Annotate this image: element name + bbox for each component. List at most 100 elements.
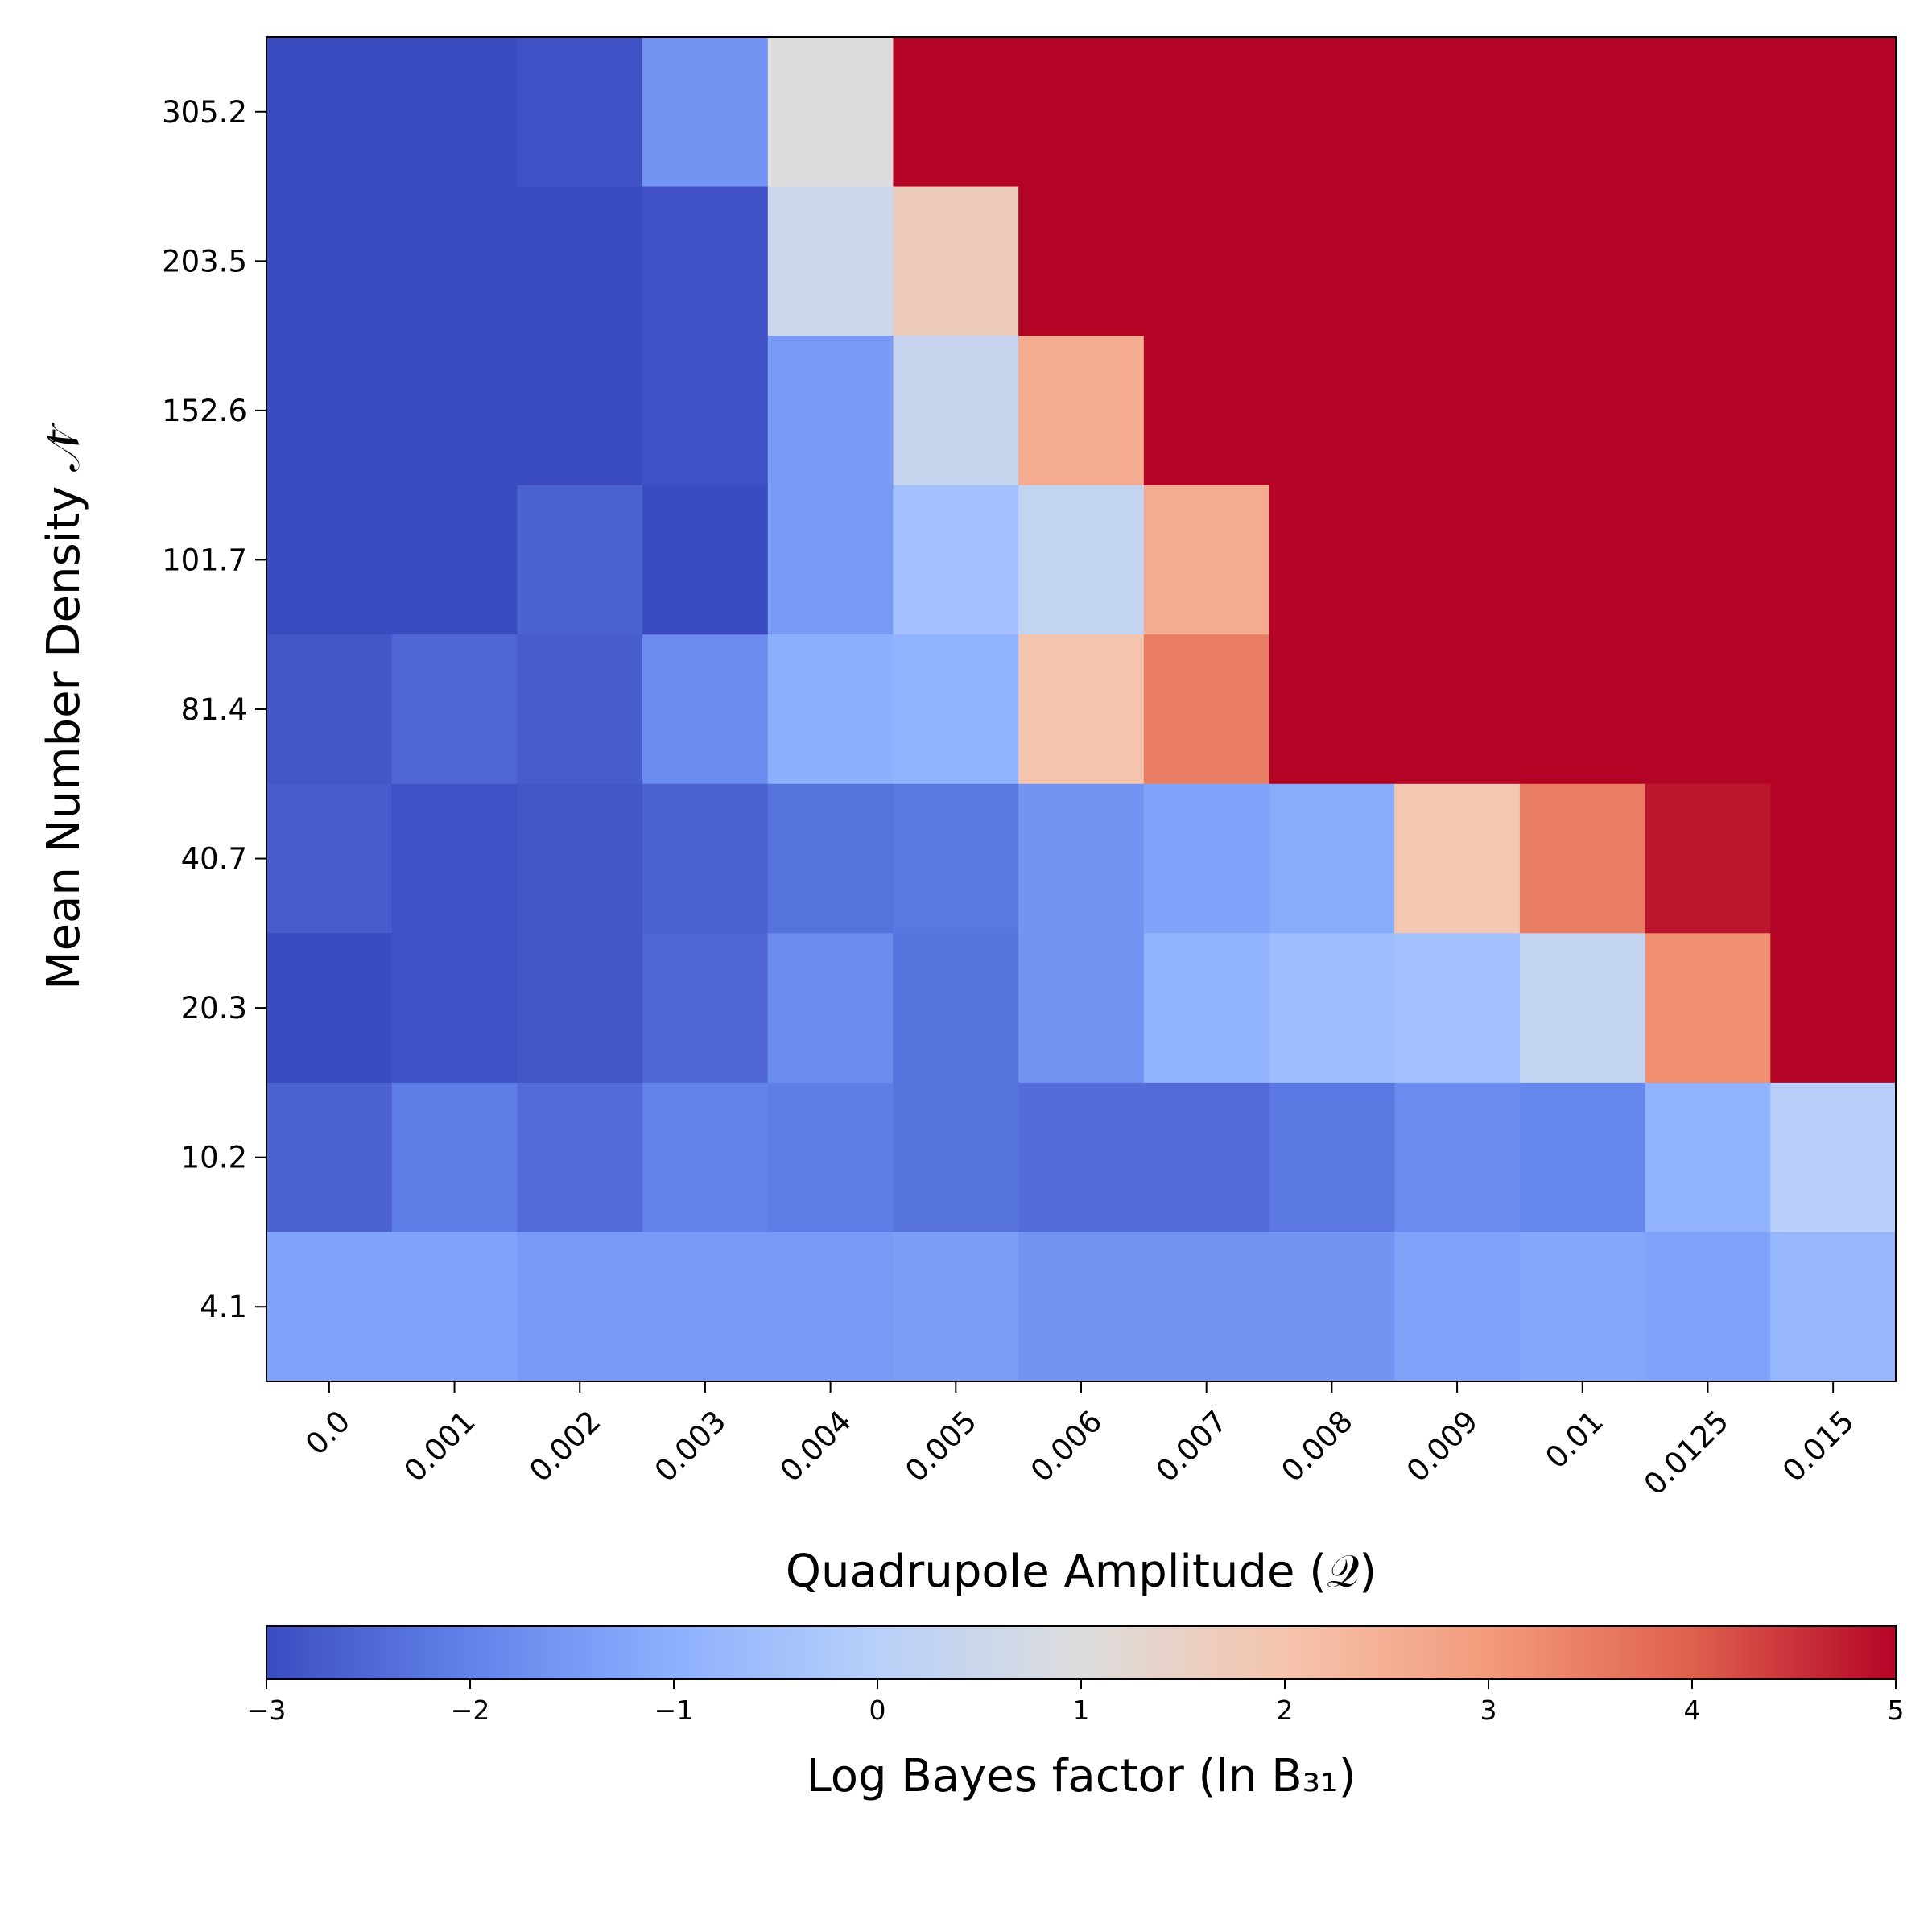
heatmap-cell — [893, 1232, 1019, 1382]
heatmap-cell — [266, 1232, 393, 1382]
heatmap-cell — [1018, 186, 1145, 336]
heatmap-cell — [1394, 783, 1521, 934]
x-tick-label: 0.0 — [299, 1404, 357, 1462]
heatmap-cell — [266, 186, 393, 336]
heatmap-cell — [893, 634, 1019, 785]
heatmap-cell — [642, 783, 769, 934]
heatmap-cell — [1269, 485, 1395, 635]
heatmap-cell — [1645, 1232, 1771, 1382]
heatmap-cell — [517, 336, 643, 486]
heatmap-cell — [1018, 485, 1145, 635]
heatmap-cell — [1394, 634, 1521, 785]
heatmap-cell — [391, 634, 518, 785]
heatmap-cell — [391, 485, 518, 635]
colorbar-tick-label: −3 — [247, 1695, 287, 1726]
heatmap-cell — [893, 933, 1019, 1084]
heatmap-cell — [1018, 336, 1145, 486]
colorbar-ticks: −3 −2 −1 0 1 2 3 4 5 — [247, 1679, 1905, 1726]
heatmap-cell — [391, 336, 518, 486]
x-tick-label: 0.002 — [522, 1404, 607, 1488]
heatmap-cell — [1394, 186, 1521, 336]
x-tick-label: 0.007 — [1150, 1404, 1234, 1488]
heatmap-cell — [1018, 933, 1145, 1084]
heatmap-cell — [1018, 783, 1145, 934]
heatmap-cell — [1645, 336, 1771, 486]
heatmap-cell — [1143, 783, 1270, 934]
x-tick-label: 0.009 — [1400, 1404, 1484, 1488]
heatmap-cell — [266, 783, 393, 934]
x-tick-label: 0.004 — [774, 1404, 858, 1488]
heatmap-cell — [1394, 1232, 1521, 1382]
y-axis-label: Mean Number Density 𝒩̄ — [38, 423, 90, 990]
heatmap-cell — [1269, 783, 1395, 934]
x-axis-label: Quadrupole Amplitude (𝒬) — [786, 1546, 1377, 1598]
heatmap-cell — [266, 485, 393, 635]
heatmap-cell — [642, 933, 769, 1084]
heatmap-cell — [1519, 186, 1646, 336]
heatmap-cell — [391, 933, 518, 1084]
heatmap-cell — [1519, 634, 1646, 785]
heatmap-cell — [1394, 336, 1521, 486]
heatmap-cell — [1269, 1232, 1395, 1382]
heatmap-cell — [767, 783, 894, 934]
heatmap-cell — [1770, 336, 1897, 486]
y-tick-label: 20.3 — [181, 991, 247, 1026]
colorbar-tick-label: −2 — [451, 1695, 490, 1726]
heatmap-cell — [1519, 783, 1646, 934]
heatmap-cell — [1645, 634, 1771, 785]
heatmap-cell — [1645, 37, 1771, 188]
heatmap-cell — [1519, 37, 1646, 188]
heatmap-cell — [517, 485, 643, 635]
heatmap-cell — [767, 186, 894, 336]
y-tick-label: 152.6 — [162, 394, 247, 428]
heatmap-cell — [1143, 1232, 1270, 1382]
heatmap-cell — [1269, 186, 1395, 336]
heatmap-cell — [1770, 933, 1897, 1084]
heatmap-cell — [517, 783, 643, 934]
heatmap-cell — [893, 485, 1019, 635]
heatmap-cell — [1770, 1232, 1897, 1382]
heatmap-cell — [1645, 1082, 1771, 1233]
heatmap-cell — [767, 485, 894, 635]
heatmap-cell — [391, 186, 518, 336]
heatmap-cell — [642, 1232, 769, 1382]
heatmap-cell — [767, 1082, 894, 1233]
x-tick-label: 0.015 — [1776, 1404, 1860, 1488]
heatmap-cell — [1770, 37, 1897, 188]
heatmap-cell — [391, 783, 518, 934]
heatmap-cell — [517, 634, 643, 785]
heatmap-cell — [1143, 485, 1270, 635]
x-tick-label: 0.003 — [648, 1404, 733, 1488]
heatmap-cell — [1269, 933, 1395, 1084]
colorbar-tick-label: 1 — [1073, 1695, 1090, 1726]
colorbar-tick-label: 5 — [1888, 1695, 1905, 1726]
x-tick-label: 0.008 — [1274, 1404, 1359, 1488]
heatmap-cell — [642, 485, 769, 635]
heatmap-cell — [893, 186, 1019, 336]
heatmap-cell — [642, 1082, 769, 1233]
heatmap-cell — [1645, 186, 1771, 336]
y-tick-label: 81.4 — [181, 692, 247, 727]
heatmap-cell — [1519, 336, 1646, 486]
heatmap-cell — [266, 933, 393, 1084]
heatmap-cell — [1269, 634, 1395, 785]
heatmap-cell — [517, 1082, 643, 1233]
heatmap-cell — [1143, 634, 1270, 785]
heatmap-cell — [1394, 485, 1521, 635]
heatmap-cells — [266, 37, 1897, 1382]
heatmap-cell — [642, 37, 769, 188]
heatmap-cell — [1770, 485, 1897, 635]
heatmap-cell — [1645, 783, 1771, 934]
heatmap-cell — [1018, 1082, 1145, 1233]
y-axis-ticks: 305.2 203.5 152.6 101.7 81.4 40.7 20.3 10.2 4.1 — [162, 95, 266, 1324]
heatmap-cell — [1519, 1082, 1646, 1233]
heatmap-cell — [1143, 37, 1270, 188]
x-tick-label: 0.01 — [1538, 1404, 1610, 1476]
heatmap-cell — [1394, 37, 1521, 188]
heatmap-cell — [266, 1082, 393, 1233]
y-tick-label: 203.5 — [162, 244, 247, 279]
heatmap-cell — [1770, 634, 1897, 785]
heatmap-cell — [266, 634, 393, 785]
heatmap-cell — [642, 336, 769, 486]
